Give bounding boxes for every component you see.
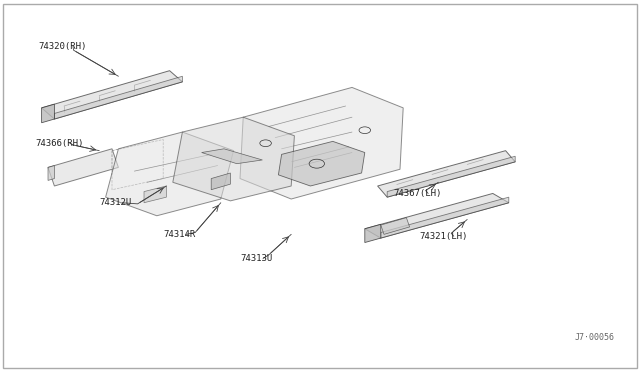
Polygon shape <box>202 149 262 164</box>
Polygon shape <box>387 156 515 197</box>
Polygon shape <box>42 71 182 119</box>
Text: 74366(RH): 74366(RH) <box>35 139 84 148</box>
Polygon shape <box>106 132 234 216</box>
Text: 74320(RH): 74320(RH) <box>38 42 87 51</box>
Polygon shape <box>48 166 54 180</box>
Text: 74321(LH): 74321(LH) <box>419 232 468 241</box>
Polygon shape <box>240 87 403 199</box>
Text: 74367(LH): 74367(LH) <box>394 189 442 198</box>
Text: J7·00056: J7·00056 <box>575 333 614 342</box>
Polygon shape <box>381 218 410 234</box>
Polygon shape <box>381 197 509 238</box>
Polygon shape <box>54 76 182 119</box>
Text: 74313U: 74313U <box>240 254 272 263</box>
Polygon shape <box>144 186 166 203</box>
Polygon shape <box>378 151 515 197</box>
Polygon shape <box>42 104 54 123</box>
Polygon shape <box>211 173 230 190</box>
Polygon shape <box>48 149 118 186</box>
Polygon shape <box>173 117 294 201</box>
Polygon shape <box>365 193 509 238</box>
Text: 74314R: 74314R <box>163 230 195 239</box>
Text: 74312U: 74312U <box>99 198 131 207</box>
Polygon shape <box>278 141 365 186</box>
Polygon shape <box>365 224 381 243</box>
